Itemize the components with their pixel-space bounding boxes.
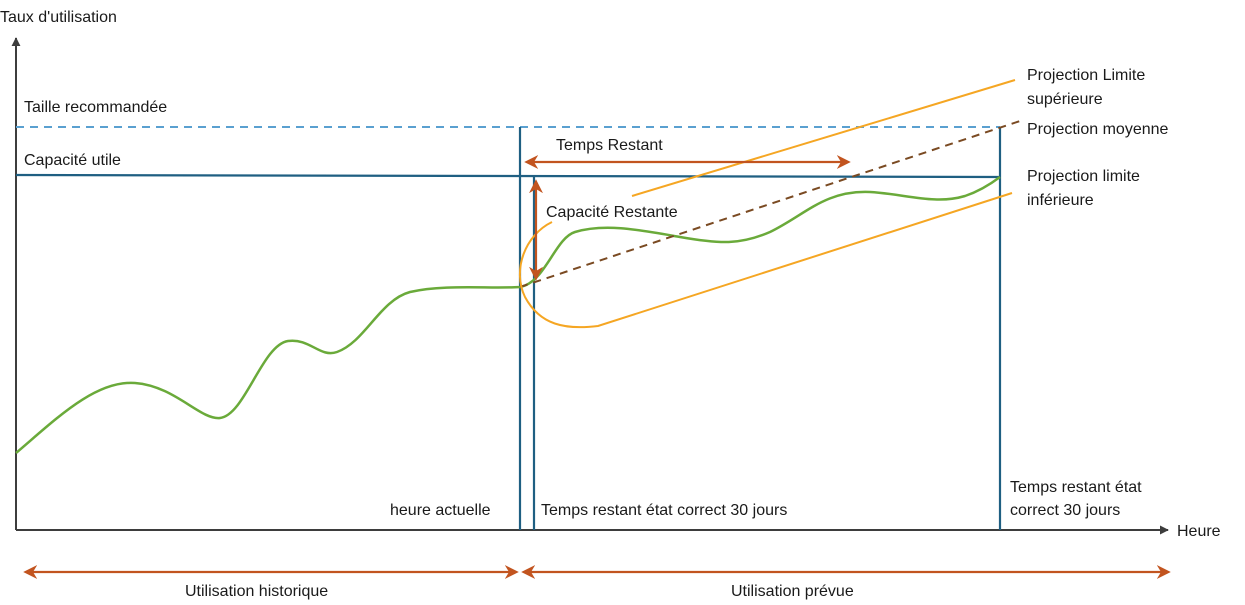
- upper-projection-label-line2: supérieure: [1027, 91, 1103, 108]
- time-remaining-ok-label: Temps restant état correct 30 jours: [541, 502, 787, 519]
- usage-curve: [15, 175, 1001, 454]
- usable-capacity-label: Capacité utile: [24, 152, 121, 169]
- x-axis-label: Heure: [1177, 523, 1221, 540]
- lower-projection-label-line2: inférieure: [1027, 192, 1094, 209]
- capacity-remaining-label: Capacité Restante: [546, 204, 678, 221]
- upper-limit-projection-line: [631, 79, 1016, 197]
- average-projection-line: [519, 120, 1021, 288]
- historical-period-label: Utilisation historique: [185, 583, 328, 600]
- time-remaining-ok-end-label-line2: correct 30 jours: [1010, 502, 1120, 519]
- current-time-label: heure actuelle: [390, 502, 491, 519]
- upper-projection-label-line1: Projection Limite: [1027, 67, 1145, 84]
- lower-projection-label-line1: Projection limite: [1027, 168, 1140, 185]
- forecast-period-label: Utilisation prévue: [731, 583, 854, 600]
- y-axis-label: Taux d'utilisation: [0, 9, 117, 26]
- recommended-size-label: Taille recommandée: [24, 99, 167, 116]
- time-remaining-label: Temps Restant: [556, 137, 663, 154]
- usable-capacity-line: [15, 173, 1001, 179]
- average-projection-label: Projection moyenne: [1027, 121, 1169, 138]
- time-remaining-ok-end-label-line1: Temps restant état: [1010, 479, 1142, 496]
